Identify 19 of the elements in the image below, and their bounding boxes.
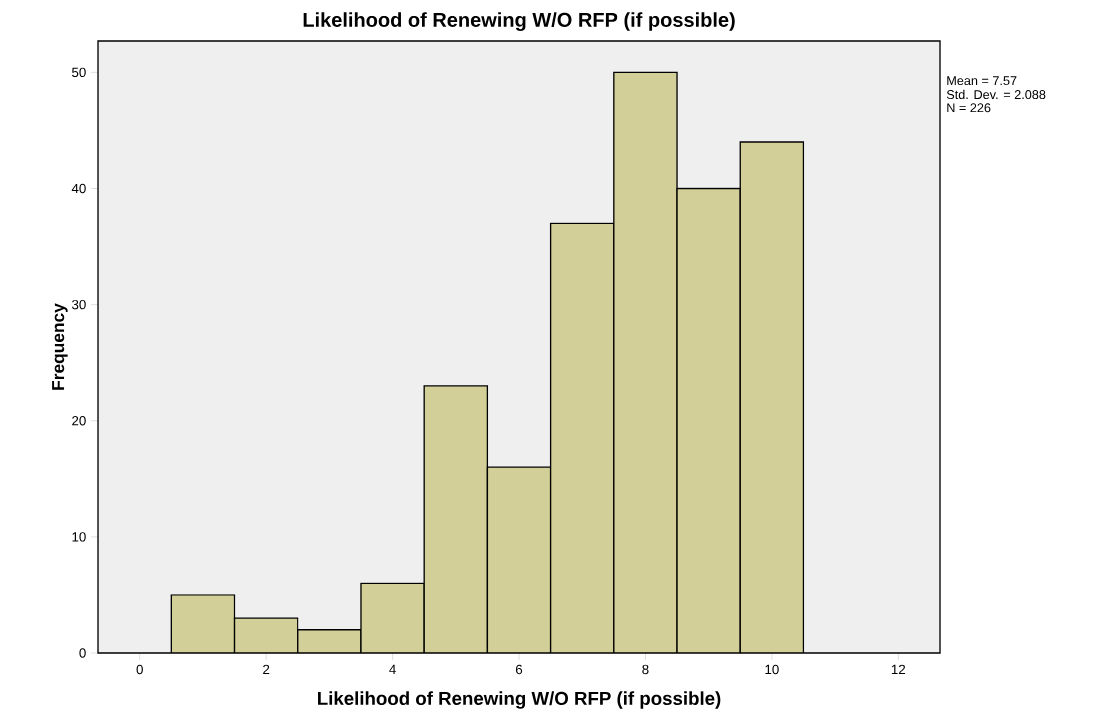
x-axis-title: Likelihood of Renewing W/O RFP (if possible) [318, 691, 721, 709]
y-tick-label: 10 [72, 532, 86, 542]
y-tick-label: 20 [72, 416, 86, 426]
x-tick-label: 0 [136, 664, 143, 675]
x-tick-label: 4 [389, 664, 396, 674]
chart-title: Likelihood of Renewing W/O RFP (if possible) [303, 12, 735, 31]
y-tick-label: 50 [72, 67, 86, 78]
x-tick-label: 8 [642, 664, 649, 675]
y-axis-title: Frequency [52, 303, 68, 390]
x-tick-label: 12 [891, 664, 906, 675]
text: N = 226 [947, 103, 991, 113]
x-tick-label: 6 [515, 664, 523, 675]
y-tick-label: 30 [71, 299, 86, 310]
text: Std. Dev. = 2.088 [946, 89, 1046, 100]
x-tick-label: 2 [263, 664, 270, 675]
y-tick-label: 0 [79, 648, 86, 658]
x-tick-label: 10 [765, 664, 779, 675]
y-tick-label: 40 [71, 183, 86, 194]
text: Mean = 7.57 [947, 76, 1017, 86]
